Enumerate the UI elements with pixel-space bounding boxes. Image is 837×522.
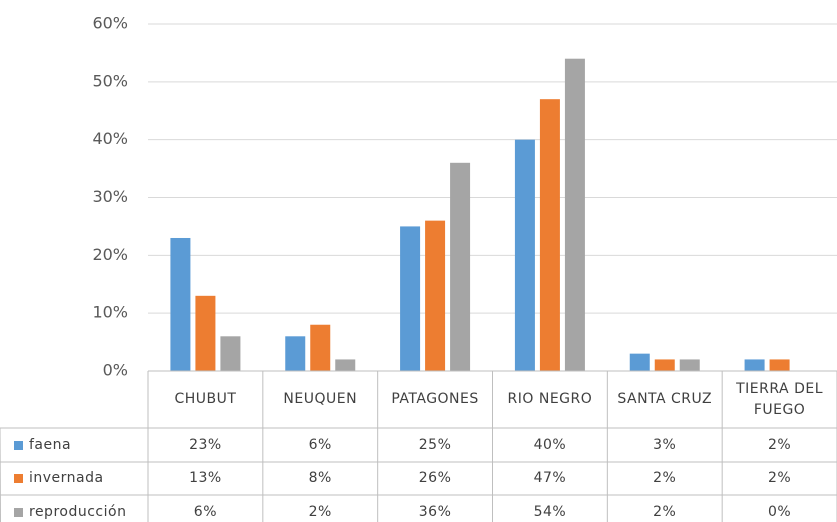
legend-label: invernada	[29, 470, 104, 486]
table-value: 26%	[418, 470, 452, 486]
table-value: 54%	[533, 503, 567, 520]
bar	[514, 139, 535, 371]
table-line	[0, 427, 1, 522]
bar	[425, 220, 446, 371]
bar	[220, 336, 241, 371]
table-value: 2%	[308, 503, 332, 520]
bar	[310, 324, 331, 371]
table-value: 6%	[308, 436, 332, 453]
table-value: 8%	[308, 470, 332, 486]
table-value: 0%	[767, 503, 792, 520]
bar	[769, 359, 790, 371]
bar	[195, 295, 216, 371]
table-value: 2%	[767, 436, 792, 453]
y-tick-label: 60%	[92, 14, 128, 33]
bar	[400, 226, 421, 371]
table-value: 40%	[533, 436, 567, 453]
y-tick-label: 10%	[92, 303, 128, 322]
table-value: 2%	[653, 470, 677, 486]
bar	[744, 359, 765, 371]
category-label: PATAGONES	[391, 391, 479, 407]
category-label: TIERRA DEL FUEGO	[736, 380, 823, 418]
table-value: 23%	[189, 436, 222, 453]
category-label: NEUQUEN	[283, 391, 358, 407]
legend-label: faena	[29, 436, 72, 453]
bar	[629, 353, 650, 371]
table-value: 2%	[653, 503, 677, 520]
category-label: SANTA CRUZ	[617, 391, 713, 407]
y-tick-label: 20%	[92, 245, 128, 264]
bar	[539, 99, 560, 371]
bar	[564, 58, 585, 371]
table-value: 25%	[418, 436, 452, 453]
bar	[679, 359, 700, 371]
bar	[170, 237, 191, 371]
legend-entry: invernada	[0, 462, 148, 495]
legend-label: reproducción	[29, 503, 127, 520]
table-value: 47%	[533, 470, 567, 486]
table-value: 3%	[653, 436, 677, 453]
table-value: 13%	[189, 470, 222, 486]
legend-swatch	[14, 440, 23, 450]
bar	[335, 359, 356, 371]
bar	[285, 336, 306, 371]
category-label: RIO NEGRO	[507, 391, 593, 407]
table-value: 36%	[418, 503, 452, 520]
legend-swatch	[14, 474, 23, 483]
y-tick-label: 0%	[103, 361, 128, 380]
y-tick-label: 30%	[92, 187, 128, 206]
y-tick-label: 40%	[92, 129, 128, 148]
table-value: 2%	[767, 470, 792, 486]
bar	[450, 162, 471, 371]
legend-entry: reproducción	[0, 495, 148, 522]
bar	[654, 359, 675, 371]
legend-entry: faena	[0, 428, 148, 462]
category-label: CHUBUT	[174, 391, 237, 407]
legend-swatch	[14, 507, 23, 517]
table-value: 6%	[193, 503, 218, 520]
y-tick-label: 50%	[92, 71, 128, 90]
